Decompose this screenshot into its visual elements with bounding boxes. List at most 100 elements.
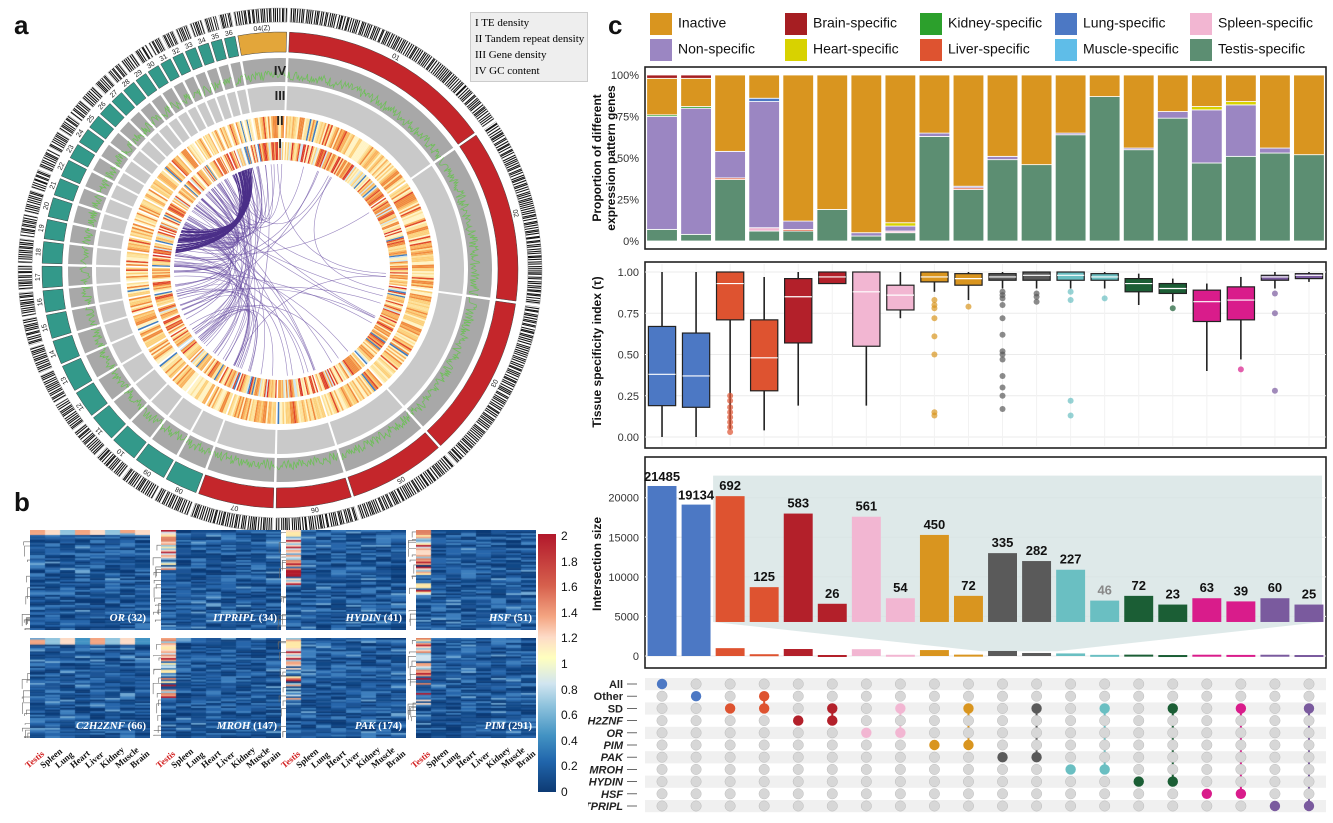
tandem-repeat-cell xyxy=(410,288,433,294)
te-density-cell xyxy=(354,350,368,365)
te-density-cell xyxy=(167,207,185,218)
membership-dot xyxy=(1065,690,1077,702)
te-density-cell xyxy=(249,376,256,395)
tandem-repeat-cell xyxy=(204,135,217,155)
membership-dot xyxy=(963,727,974,739)
dendrogram-branch xyxy=(154,597,161,602)
membership-dot xyxy=(1303,751,1315,763)
dendrogram-branch xyxy=(409,681,416,687)
tandem-repeat-cell xyxy=(174,366,191,384)
legend-gc-content: IV GC content xyxy=(475,65,540,77)
te-density-cell xyxy=(155,236,174,243)
tandem-repeat-cell xyxy=(313,397,322,419)
karyotype-band xyxy=(439,459,449,471)
karyotype-band xyxy=(467,98,480,109)
te-density-cell xyxy=(226,153,235,170)
te-density-cell xyxy=(185,182,200,196)
box-body xyxy=(1260,274,1290,281)
te-density-cell xyxy=(191,349,205,364)
karyotype-band xyxy=(443,455,454,467)
box-outlier xyxy=(727,404,734,411)
legend-swatch xyxy=(1055,13,1077,35)
te-density-cell xyxy=(373,326,390,338)
karyotype-band xyxy=(516,342,531,349)
karyotype-band xyxy=(525,232,540,236)
karyotype-band xyxy=(105,454,116,466)
synteny-link xyxy=(177,290,305,374)
karyotype-band xyxy=(297,517,300,530)
karyotype-band xyxy=(526,245,541,248)
tandem-repeat-cell xyxy=(407,232,430,240)
tandem-repeat-cell xyxy=(184,148,199,167)
karyotype-band xyxy=(423,56,433,69)
y-tick-label: 15000 xyxy=(608,532,639,544)
karyotype-band xyxy=(249,516,253,530)
membership-dot xyxy=(997,739,1008,751)
tandem-repeat-cell xyxy=(399,204,421,216)
te-density-cell xyxy=(332,157,343,174)
te-density-cell xyxy=(161,220,179,229)
karyotype-band xyxy=(503,375,518,383)
karyotype-band xyxy=(192,22,199,37)
karyotype-band xyxy=(294,8,297,23)
karyotype-outline xyxy=(24,190,45,215)
tandem-repeat-cell xyxy=(329,391,340,413)
karyotype-band xyxy=(520,328,535,333)
te-density-cell xyxy=(385,298,404,305)
tandem-repeat-cell xyxy=(363,151,380,169)
tandem-repeat-cell xyxy=(369,156,386,174)
tandem-repeat-cell xyxy=(136,317,158,328)
te-density-cell xyxy=(168,206,185,217)
chromosome-ideogram xyxy=(426,300,516,446)
gc-track xyxy=(230,61,245,88)
karyotype-band xyxy=(301,516,305,530)
dendrogram-branch xyxy=(281,562,286,571)
gc-track xyxy=(119,121,146,147)
colorbar-tick: 1.8 xyxy=(561,554,578,569)
y-tick-label: 10000 xyxy=(608,572,639,584)
karyotype-band xyxy=(19,243,34,246)
karyotype-band xyxy=(226,512,231,527)
heatmap-or xyxy=(30,530,150,630)
tandem-repeat-cell xyxy=(409,295,431,302)
karyotype-band xyxy=(359,504,366,519)
te-density-cell xyxy=(160,223,178,231)
tandem-repeat-cell xyxy=(164,166,183,183)
membership-dot xyxy=(792,678,804,690)
te-density-cell xyxy=(377,320,394,330)
tandem-repeat-cell xyxy=(334,389,346,411)
karyotype-band xyxy=(179,27,187,41)
tandem-repeat-cell xyxy=(400,322,422,333)
chromosome-ideogram xyxy=(288,31,475,145)
tandem-repeat-cell xyxy=(318,122,327,145)
te-density-cell xyxy=(154,292,173,298)
membership-dot xyxy=(997,800,1008,812)
colorbar-tick: 1.6 xyxy=(561,580,578,595)
tandem-repeat-cell xyxy=(275,116,278,139)
tandem-repeat-cell xyxy=(362,149,378,169)
chromosome-label: 26 xyxy=(97,101,107,112)
chromosome-ideogram xyxy=(184,47,203,71)
te-density-cell xyxy=(245,146,252,165)
synteny-link xyxy=(191,305,339,359)
karyotype-band xyxy=(19,239,34,242)
karyotype-band xyxy=(489,402,502,411)
stacked-bar-segment xyxy=(918,132,951,137)
karyotype-band xyxy=(32,183,46,190)
karyotype-band xyxy=(470,101,482,112)
membership-dot-active xyxy=(827,703,838,714)
karyotype-band xyxy=(26,203,41,209)
gc-line xyxy=(185,439,211,456)
membership-dot xyxy=(792,702,804,714)
te-density-cell xyxy=(349,171,363,186)
te-density-cell xyxy=(347,169,361,185)
karyotype-band xyxy=(522,322,537,327)
karyotype-band xyxy=(369,501,376,515)
membership-dot xyxy=(860,788,872,800)
karyotype-band xyxy=(526,241,541,244)
karyotype-band xyxy=(384,494,392,508)
gene-density-track xyxy=(100,214,128,235)
stacked-bar-segment xyxy=(1157,117,1189,242)
karyotype-band xyxy=(35,175,49,182)
tandem-repeat-cell xyxy=(377,166,396,183)
